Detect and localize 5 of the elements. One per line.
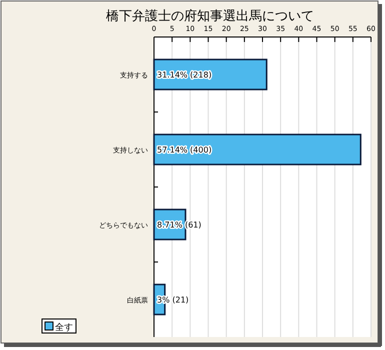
data-label: 57.14% (400) [157, 146, 212, 154]
data-label: 31.14% (218) [157, 70, 212, 80]
legend-label: 全す [55, 322, 73, 333]
chart-title: 橋下弁護士の府知事選出馬について [106, 8, 314, 24]
bar [153, 134, 362, 166]
